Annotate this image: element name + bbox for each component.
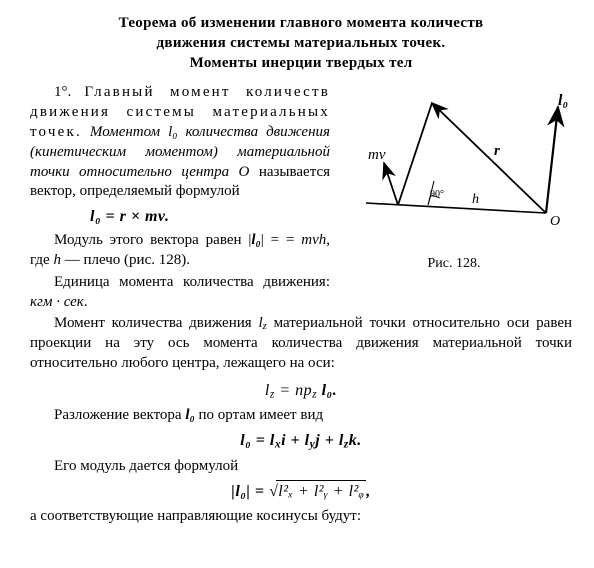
f4-rhs: l²ₓ + l²ᵧ + l²ᵩ xyxy=(278,483,364,500)
unit: кгм · сек xyxy=(30,294,84,310)
para-7: а соответствующие направляющие косинусы … xyxy=(30,507,572,527)
figure-128-svg: O h r mv l₀ 90° xyxy=(336,85,572,253)
formula-modulus: |l₀| = √l²ₓ + l²ᵧ + l²ᵩ, xyxy=(30,480,572,502)
f4-comma: , xyxy=(366,483,371,500)
p2d: — плечо (рис. 128). xyxy=(61,252,190,268)
f3-eq: = xyxy=(251,432,270,449)
para-6: Его модуль дается формулой xyxy=(30,457,572,477)
title-line-2: движения системы материальных точек. xyxy=(30,34,572,54)
p5a: Разложение вектора xyxy=(54,407,185,423)
p7: а соответствующие направляющие косинусы … xyxy=(30,508,361,524)
fig-label-90: 90° xyxy=(430,189,444,200)
p5-lO: l₀ xyxy=(185,407,194,423)
p3: Единица момента количества движения: xyxy=(54,274,330,290)
f3-p2: + xyxy=(320,432,339,449)
para-3: Единица момента количества движения: кгм… xyxy=(30,273,572,313)
fig-label-mv: mv xyxy=(368,147,386,163)
figure-128: O h r mv l₀ 90° Рис. 128. xyxy=(336,85,572,273)
fig-label-O: O xyxy=(550,214,560,229)
title-line-3: Моменты инерции твердых тел xyxy=(30,54,572,74)
para-5: Разложение вектора l₀ по ортам имеет вид xyxy=(30,406,572,426)
f3-dot: . xyxy=(357,432,362,449)
p2b: | = xyxy=(261,232,286,248)
f3-k: k xyxy=(349,432,358,449)
page-title: Теорема об изменении главного момента ко… xyxy=(30,14,572,73)
formula-lz-proj: lz = прz l₀. xyxy=(30,380,572,402)
f2-mid: = пр xyxy=(275,382,312,399)
figure-caption: Рис. 128. xyxy=(336,255,572,273)
p6: Его модуль дается формулой xyxy=(54,458,238,474)
section-marker: 1°. xyxy=(54,84,71,100)
para-4: Момент количества движения lz материальн… xyxy=(30,314,572,373)
p2-mvh: mvh xyxy=(301,232,326,248)
p2-h: h xyxy=(53,252,61,268)
formula-1-text: l₀ = r × mv. xyxy=(90,208,169,225)
fig-label-h: h xyxy=(472,192,479,207)
fig-label-r: r xyxy=(494,143,500,159)
lz-sub: z xyxy=(263,321,267,333)
p2a: Модуль этого вектора равен | xyxy=(54,232,251,248)
f2-lO: l₀. xyxy=(317,382,337,399)
p2-lO: l₀ xyxy=(251,232,260,248)
fig-label-lo: l₀ xyxy=(558,92,568,109)
f3-p1: + xyxy=(286,432,305,449)
title-line-1: Теорема об изменении главного момента ко… xyxy=(30,14,572,34)
f3-lO: l₀ xyxy=(240,432,251,449)
formula-expansion: l₀ = lxi + lyj + lzk. xyxy=(30,430,572,452)
f4-lhs: |l₀| = xyxy=(231,483,269,500)
p4a: Момент количества движения xyxy=(54,315,258,331)
p5b: по ортам имеет вид xyxy=(195,407,323,423)
